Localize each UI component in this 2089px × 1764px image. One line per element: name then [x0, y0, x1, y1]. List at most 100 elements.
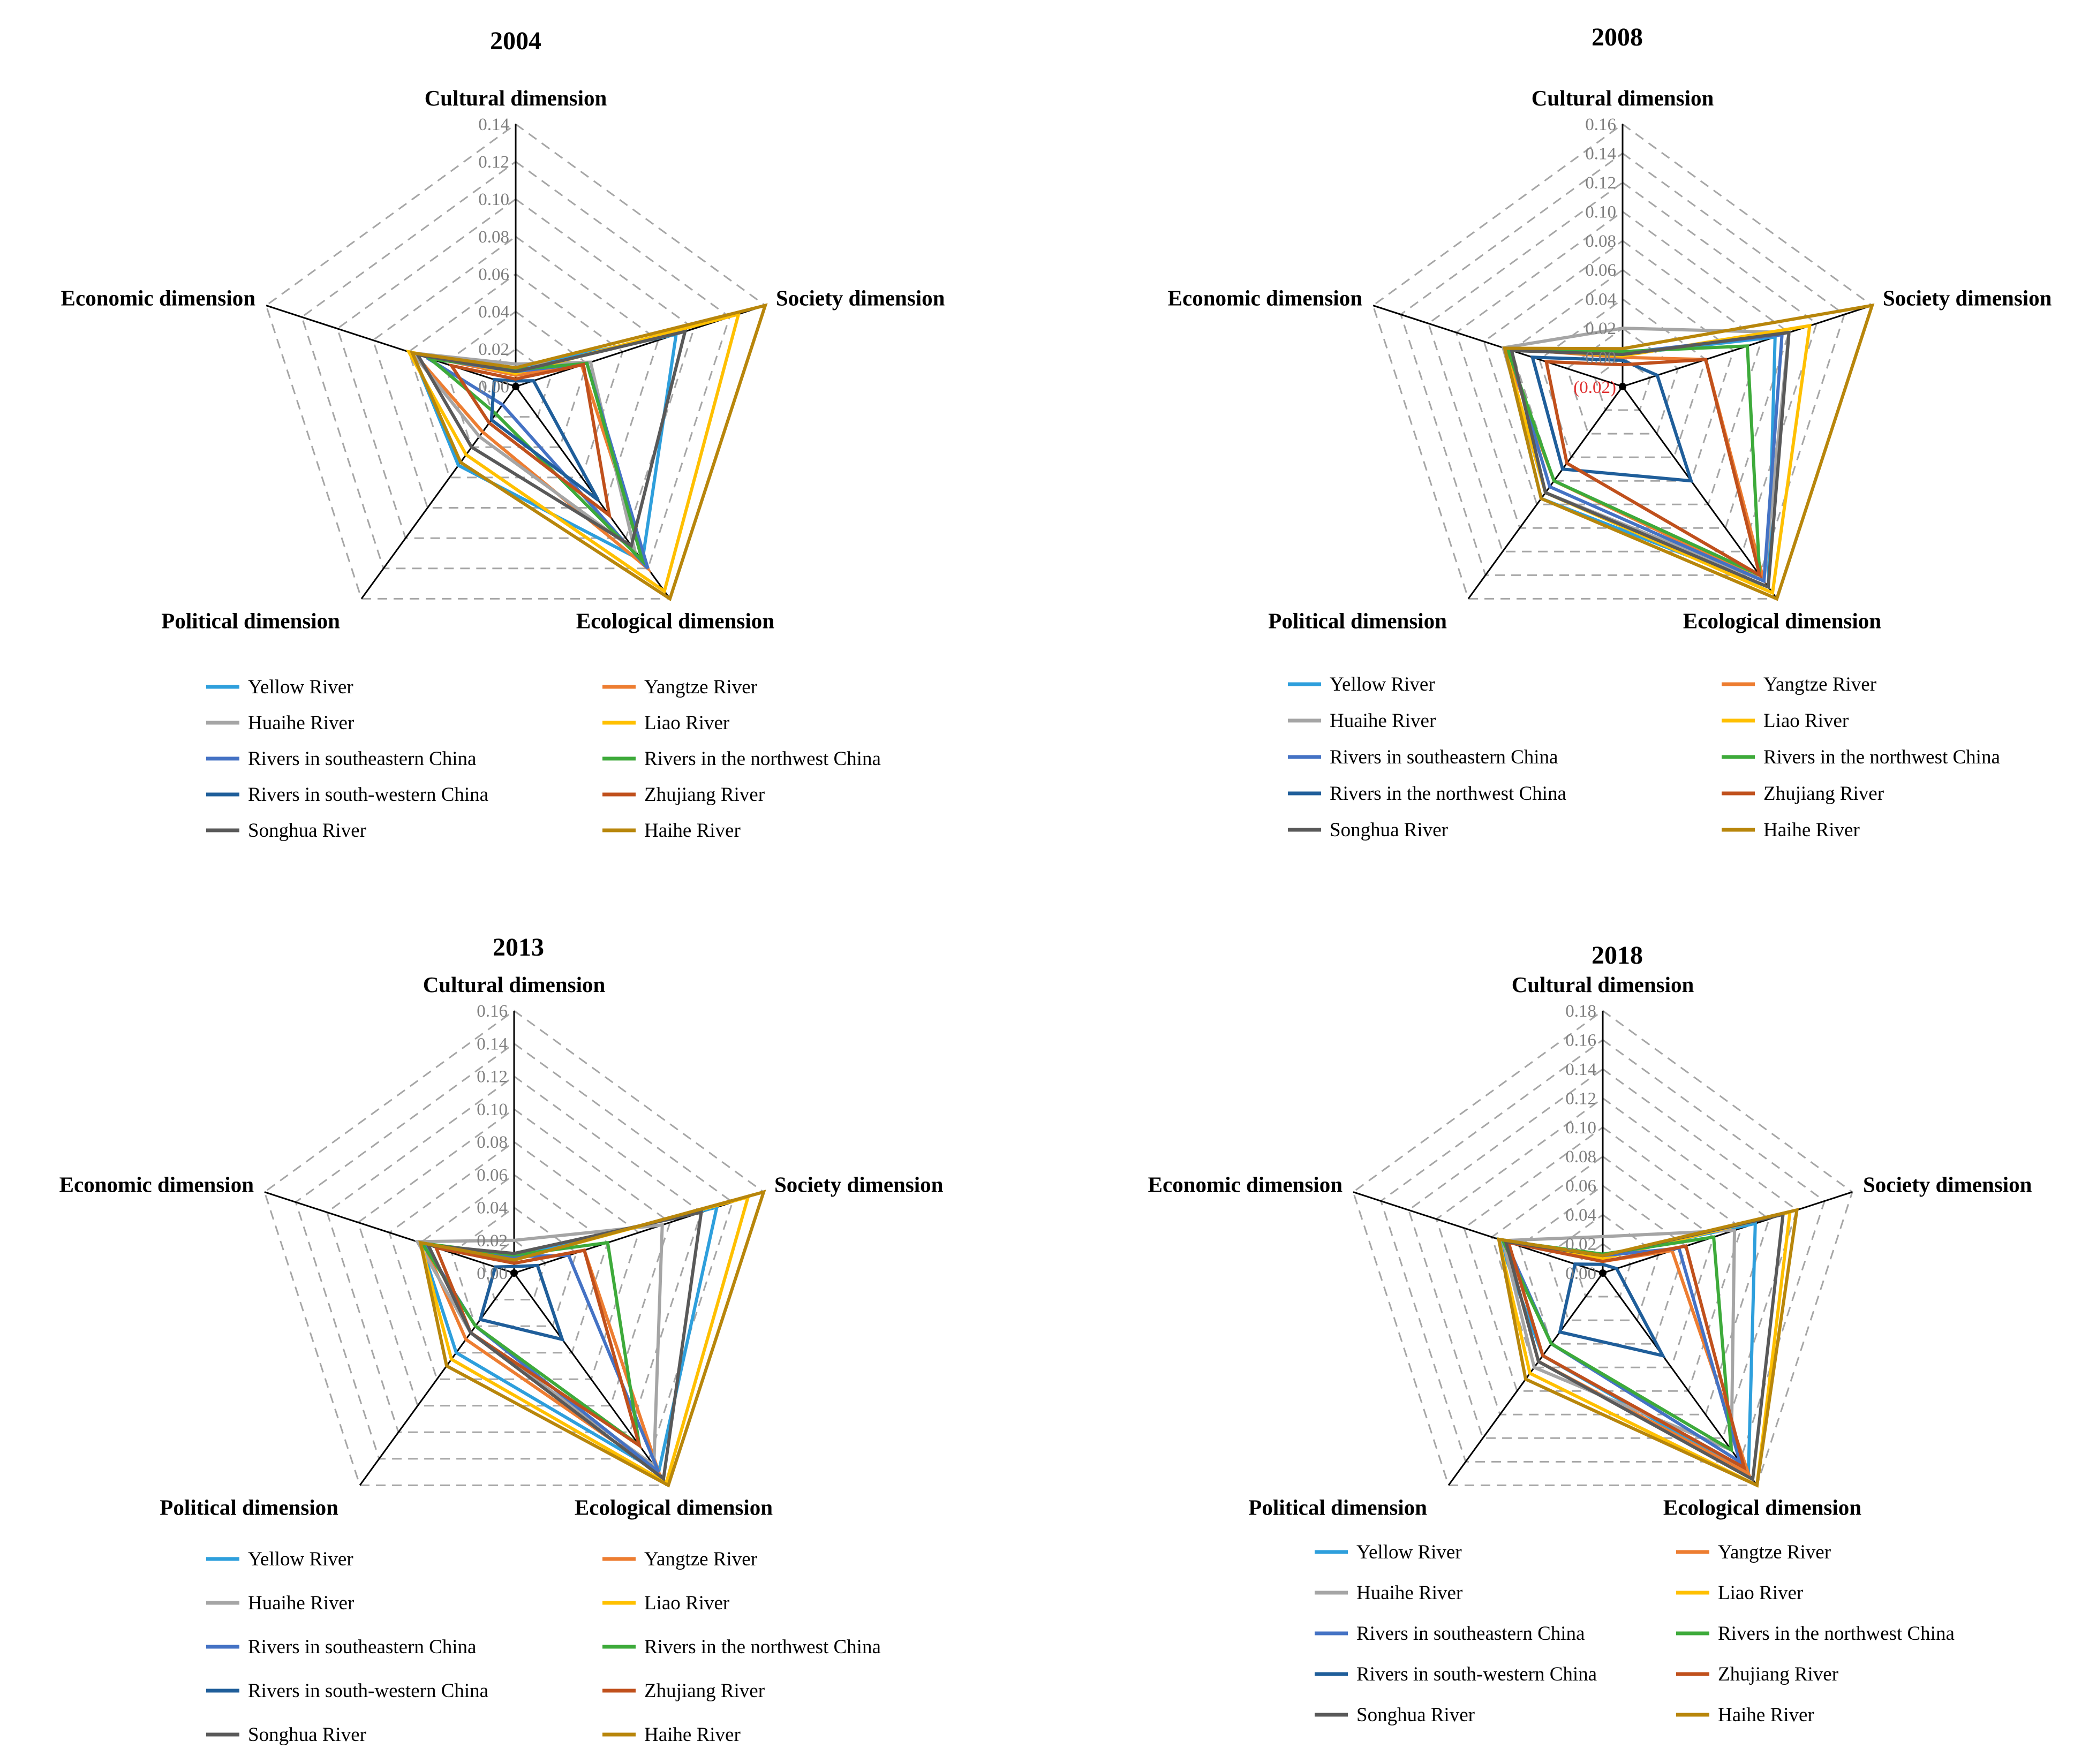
tick-label: 0.02 — [1585, 319, 1616, 338]
axis-label: Political dimension — [1248, 1495, 1427, 1519]
series-polygon-6 — [478, 1263, 565, 1342]
axis-label: Ecological dimension — [1663, 1495, 1861, 1519]
legend-item: Haihe River — [1722, 819, 1860, 841]
tick-label: 0.02 — [477, 1231, 508, 1251]
grid-ring — [1491, 1155, 1715, 1368]
tick-label: 0.12 — [478, 153, 509, 172]
axis-spoke — [513, 1273, 669, 1486]
legend-label: Yellow River — [1330, 673, 1435, 695]
legend-item: Rivers in southeastern China — [206, 748, 476, 770]
axis-label: Ecological dimension — [1683, 608, 1881, 633]
legend-item: Liao River — [602, 1592, 729, 1614]
series-polygon-6 — [1530, 355, 1694, 483]
tick-label: 0.06 — [478, 265, 509, 284]
tick-label: 0.08 — [1585, 232, 1616, 251]
axis-label: Economic dimension — [59, 1172, 254, 1197]
tick-label: 0.12 — [1565, 1089, 1596, 1108]
tick-label: 0.04 — [1585, 290, 1616, 309]
axis-label: Cultural dimension — [1512, 972, 1694, 997]
tick-label: 0.14 — [1585, 144, 1616, 163]
legend-item: Yangtze River — [602, 676, 757, 698]
axis-label: Economic dimension — [1148, 1172, 1343, 1197]
tick-label: 0.10 — [477, 1100, 508, 1119]
tick-label: 0.02 — [1565, 1235, 1596, 1254]
axis-label: Ecological dimension — [575, 1495, 773, 1519]
legend-item: Zhujiang River — [1722, 783, 1884, 805]
series-polygon-6 — [1558, 1262, 1666, 1358]
legend-item: Haihe River — [602, 1724, 741, 1746]
tick-label: 0.08 — [477, 1133, 508, 1152]
legend-label: Huaihe River — [248, 1592, 354, 1614]
series-polygon-8 — [1510, 330, 1791, 589]
legend-item: Rivers in southeastern China — [1315, 1623, 1585, 1645]
grid-ring — [408, 273, 624, 479]
center-dot — [1599, 1269, 1607, 1277]
axis-label: Society dimension — [776, 286, 945, 311]
axis-spoke — [1372, 305, 1623, 388]
legend-item: Yellow River — [206, 1548, 353, 1570]
legend-label: Rivers in south-western China — [1356, 1663, 1597, 1685]
legend-label: Yellow River — [248, 676, 353, 698]
grid-ring — [263, 1010, 765, 1486]
legend-label: Rivers in southeastern China — [1356, 1623, 1585, 1645]
legend-item: Rivers in southeastern China — [206, 1636, 476, 1658]
legend-label: Rivers in the northwest China — [644, 1636, 881, 1658]
tick-label: 0.02 — [478, 340, 509, 359]
legend-label: Yellow River — [248, 1548, 353, 1570]
legend-label: Rivers in the northwest China — [1763, 746, 2000, 768]
axis-label: Cultural dimension — [425, 86, 607, 110]
axis-label: Political dimension — [161, 608, 340, 633]
tick-label: (0.02) — [1573, 378, 1616, 397]
legend-label: Songhua River — [1330, 819, 1448, 841]
grid-ring — [1574, 1243, 1632, 1298]
series-polygon-9 — [1503, 303, 1875, 601]
axis-spoke — [1353, 1191, 1603, 1274]
tick-label: 0.00 — [1585, 349, 1616, 368]
grid-ring — [265, 123, 766, 600]
legend-label: Yangtze River — [644, 676, 757, 698]
grid-ring — [1352, 1010, 1853, 1486]
legend-item: Rivers in the northwest China — [1722, 746, 2000, 768]
legend-item: Songhua River — [1315, 1704, 1475, 1726]
axis-spoke — [1602, 1191, 1853, 1274]
tick-label: 0.04 — [1565, 1206, 1596, 1225]
legend-label: Songhua River — [248, 820, 366, 842]
grid-ring — [1511, 269, 1734, 482]
tick-label: 0.10 — [1565, 1118, 1596, 1138]
grid-ring — [1594, 356, 1651, 411]
legend-item: Rivers in the northwest China — [1676, 1623, 1955, 1645]
legend-item: Zhujiang River — [1676, 1663, 1838, 1685]
legend-label: Rivers in southeastern China — [248, 1636, 476, 1658]
legend-label: Liao River — [644, 1592, 729, 1614]
legend-label: Rivers in southeastern China — [248, 748, 476, 770]
axis-spoke — [264, 1191, 515, 1274]
legend-label: Zhujiang River — [644, 1680, 765, 1702]
legend-item: Huaihe River — [1288, 710, 1436, 732]
tick-label: 0.14 — [478, 115, 509, 134]
legend-item: Rivers in south-western China — [206, 784, 488, 806]
grid-ring — [1400, 152, 1845, 576]
series-polygon-7 — [448, 362, 612, 519]
legend-item: Rivers in the northwest China — [1288, 783, 1566, 805]
tick-label: 0.00 — [1565, 1264, 1596, 1283]
legend-label: Huaihe River — [248, 712, 354, 734]
tick-label: 0.12 — [477, 1068, 508, 1087]
grid-ring — [357, 1108, 672, 1407]
tick-label: 0.16 — [1585, 115, 1616, 134]
radar-chart-2018: 2018 0.00 0.02 0.04 0.06 0.08 0.10 0.12 0.14 0.1… — [1148, 941, 2032, 1726]
legend-item: Zhujiang River — [602, 1680, 765, 1702]
tick-label: 0.10 — [1585, 202, 1616, 222]
legend-label: Rivers in south-western China — [248, 784, 488, 806]
series-polygon-7 — [1544, 358, 1762, 579]
axis-label: Ecological dimension — [576, 608, 774, 633]
grid-ring — [300, 161, 731, 570]
legend-label: Zhujiang River — [1763, 783, 1884, 805]
tick-label: 0.04 — [478, 302, 509, 322]
legend-label: Zhujiang River — [644, 784, 765, 806]
legend-item: Yellow River — [206, 676, 353, 698]
legend-item: Rivers in the northwest China — [602, 748, 881, 770]
axis-label: Economic dimension — [61, 286, 256, 311]
legend-item: Songhua River — [206, 1724, 366, 1746]
tick-label: 0.06 — [1585, 261, 1616, 280]
